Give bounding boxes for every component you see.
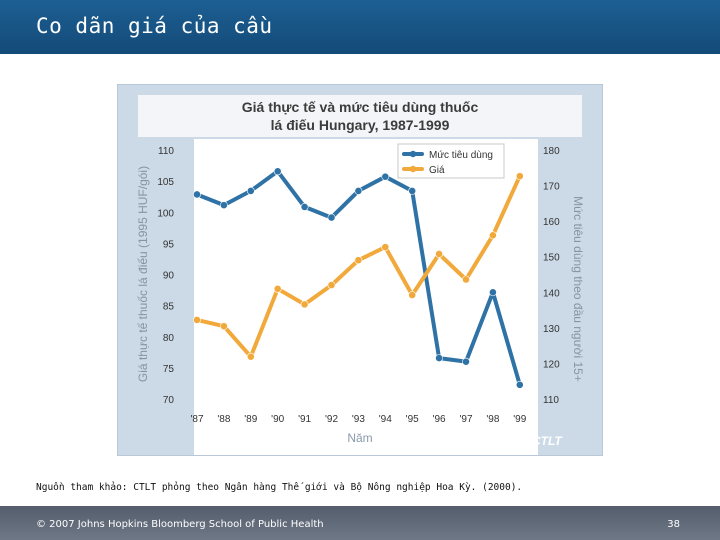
legend-label-price: Giá [429,165,445,176]
right-tick-label: 180 [543,146,560,157]
slide-footer: © 2007 Johns Hopkins Bloomberg School of… [0,506,720,540]
chart-title-line-1: Giá thực tế và mức tiêu dùng thuốc [241,99,479,115]
price-point [435,250,443,258]
x-tick-label: '87 [190,414,203,425]
chart-panel: Giá thực tế và mức tiêu dùng thuốc lá đi… [117,84,603,456]
legend-box [397,143,505,179]
right-tick-label: 140 [543,288,560,299]
left-tick-label: 75 [163,364,175,375]
brand-label: CTLT [532,434,562,448]
price-point [220,322,228,331]
slide-title: Co dãn giá của cầu [36,14,273,38]
right-tick-label: 170 [543,182,560,193]
left-tick-label: 85 [163,302,175,313]
consumption-point [220,201,228,210]
left-tick-label: 80 [163,333,175,344]
chart-title-box: Giá thực tế và mức tiêu dùng thuốc lá đi… [138,95,582,137]
left-tick-label: 90 [163,271,175,282]
chart-title-line-2: lá điếu Hungary, 1987-1999 [270,117,450,133]
consumption-point [193,190,201,199]
right-tick-label: 110 [543,395,559,406]
consumption-point [515,380,524,389]
price-point [300,300,309,309]
ctlt-logo-icon: ▼● [510,434,530,448]
x-tick-label: '92 [325,414,338,425]
x-axis-title: Năm [347,431,372,445]
legend-marker-consumption [409,150,417,158]
x-tick-label: '95 [406,414,419,425]
x-tick-label: '89 [244,414,257,425]
price-line [195,174,522,359]
slide-header: Co dãn giá của cầu [0,0,720,54]
consumption-point [435,354,443,362]
consumption-point [273,167,282,176]
consumption-point [246,187,255,195]
left-tick-label: 100 [157,208,174,219]
x-tick-label: '88 [217,414,230,425]
left-tick-label: 110 [158,146,174,157]
consumption-point [300,203,309,211]
x-tick-label: '90 [271,414,284,425]
left-tick-label: 95 [163,239,175,250]
price-point [381,243,390,252]
left-tick-label: 70 [163,395,175,406]
x-tick-label: '99 [513,414,526,425]
right-tick-label: 130 [543,324,560,335]
right-tick-label: 160 [543,217,560,228]
legend-marker-price [409,165,417,173]
right-tick-label: 120 [543,359,560,370]
price-point [273,284,282,293]
chart-svg: 110 105 100 95 90 85 80 75 70 180 170 160 150 140 130 1… [136,143,585,445]
left-tick-label: 105 [157,177,174,188]
price-point [515,172,524,181]
price-point [193,316,201,324]
price-point [246,352,255,361]
x-tick-label: '98 [486,414,499,425]
y-axis-left-title: Giá thực tế thuốc lá điếu (1995 HUF/gói) [136,166,150,382]
consumption-point [462,357,470,366]
consumption-point [488,288,497,297]
price-point [354,256,363,265]
x-tick-label: '97 [459,414,472,425]
y-axis-right-title: Mức tiêu dùng theo đầu người 15+ [571,196,585,382]
price-point [488,231,497,240]
x-tick-label: '96 [433,414,446,425]
price-point [327,281,336,289]
legend-label-consumption: Mức tiêu dùng [429,150,493,161]
x-tick-label: '94 [379,414,392,425]
consumption-point [381,172,390,181]
page-number: 38 [667,519,680,530]
x-tick-label: '93 [352,414,365,425]
consumption-point [408,187,417,195]
price-point [462,275,470,284]
consumption-point [354,187,363,195]
price-point [408,291,417,299]
source-note: Nguồn tham khảo: CTLT phỏng theo Ngân hà… [36,482,523,493]
chart-title: Giá thực tế và mức tiêu dùng thuốc lá đi… [138,98,582,134]
x-tick-label: '91 [298,414,311,425]
right-tick-label: 150 [543,253,560,264]
consumption-point [327,213,336,222]
copyright-text: © 2007 Johns Hopkins Bloomberg School of… [36,519,324,530]
